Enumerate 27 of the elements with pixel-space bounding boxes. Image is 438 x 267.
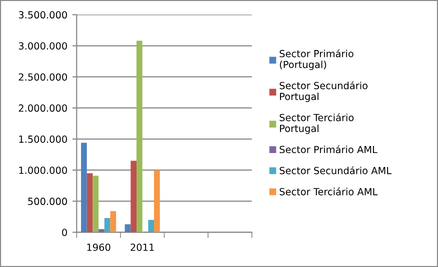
y-tick-label: 1.000.000 [19, 166, 67, 174]
y-tick-label: 500.000 [28, 198, 67, 206]
bar [130, 160, 137, 232]
bar [148, 220, 154, 232]
bar [154, 170, 160, 232]
y-tick-label: 0 [62, 228, 67, 236]
bar [110, 211, 116, 232]
legend-label: Sector Secundário AML [280, 166, 392, 174]
bar [104, 218, 110, 232]
legend-label: Sector Primário AML [280, 145, 378, 154]
y-tick-label: 3.000.000 [18, 42, 67, 50]
y-tick-label: 2.000.000 [18, 104, 67, 112]
bar [124, 224, 131, 232]
y-tick-label: 1.500.000 [19, 136, 67, 143]
y-tick-label: 2.500.000 [18, 73, 67, 81]
bar [136, 40, 142, 232]
legend-label: Sector Primário (Portugal) [280, 49, 354, 70]
legend-label: Sector Secundário Portugal [280, 81, 368, 102]
bar [92, 176, 99, 232]
x-tick-label: 1960 [87, 244, 110, 251]
bar [86, 173, 93, 232]
x-tick-label: 2011 [130, 244, 154, 251]
legend-label: Sector Terciário Portugal [280, 113, 354, 134]
y-tick-label: 3.500.000 [18, 11, 67, 19]
legend-label: Sector Terciário AML [280, 187, 378, 196]
bar [81, 142, 87, 232]
bar [98, 229, 104, 232]
